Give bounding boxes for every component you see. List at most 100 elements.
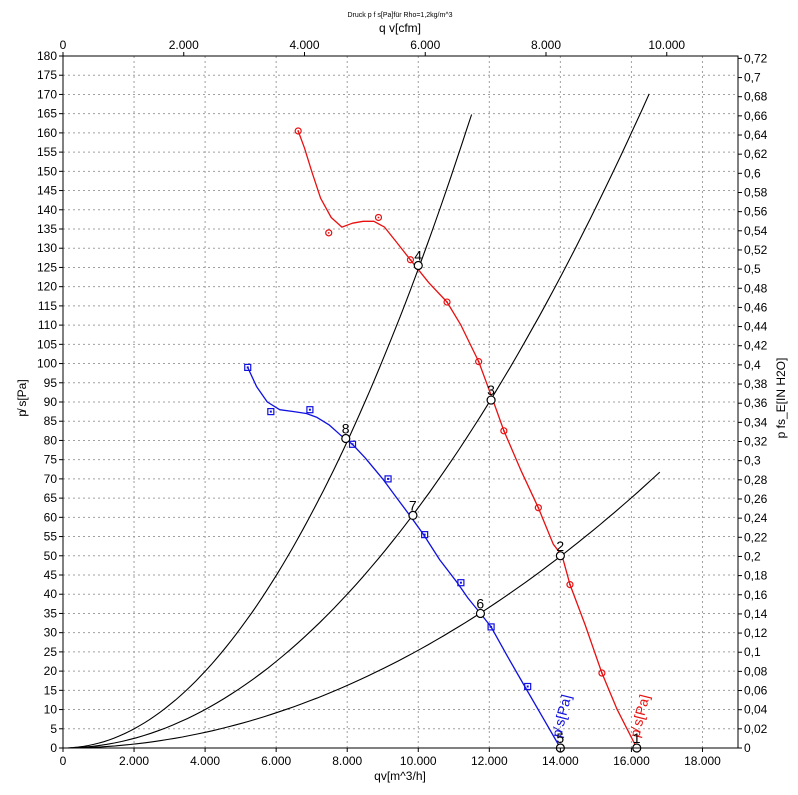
red-data-point-dot bbox=[537, 506, 540, 509]
operating-point-label-7: 7 bbox=[409, 497, 417, 513]
y-tick-label: 175 bbox=[37, 68, 57, 82]
y-tick-label: 140 bbox=[37, 203, 57, 217]
y-tick-label: 130 bbox=[37, 241, 57, 255]
red-data-point-dot bbox=[377, 216, 380, 219]
blue-data-point-dot bbox=[269, 410, 272, 413]
red-data-point bbox=[598, 669, 606, 677]
operating-point-label-3: 3 bbox=[487, 382, 495, 398]
bottom-axis-title: qv[m^3/h] bbox=[374, 769, 426, 783]
red-data-point bbox=[406, 256, 415, 264]
y2-tick-label: 0,66 bbox=[744, 109, 768, 123]
y2-tick-label: 0,32 bbox=[744, 435, 768, 449]
y-tick-label: 25 bbox=[44, 645, 58, 659]
operating-point-3 bbox=[486, 395, 496, 405]
y-tick-label: 75 bbox=[44, 453, 58, 467]
y2-tick-label: 0,56 bbox=[744, 205, 768, 219]
operating-point-label-6: 6 bbox=[476, 595, 484, 611]
y2-tick-label: 0,42 bbox=[744, 339, 768, 353]
y-tick-label: 50 bbox=[44, 549, 58, 563]
x-tick-label: 6.000 bbox=[261, 754, 291, 768]
blue-data-point-dot bbox=[246, 366, 249, 369]
red-data-point bbox=[500, 427, 508, 435]
y-tick-label: 35 bbox=[44, 606, 58, 620]
y2-tick-label: 0,58 bbox=[744, 185, 768, 199]
x2-tick-label: 0 bbox=[60, 38, 67, 52]
x2-tick-label: 6.000 bbox=[410, 38, 440, 52]
y-tick-label: 135 bbox=[37, 222, 57, 236]
red-data-point-dot bbox=[327, 231, 330, 234]
red-data-point bbox=[443, 298, 451, 306]
y-tick-label: 95 bbox=[44, 376, 58, 390]
red-data-point bbox=[475, 358, 483, 366]
y2-tick-label: 0,46 bbox=[744, 300, 768, 314]
blue-data-point-dot bbox=[423, 533, 426, 536]
y2-tick-label: 0,28 bbox=[744, 473, 768, 487]
y2-tick-label: 0,16 bbox=[744, 588, 768, 602]
y-tick-label: 160 bbox=[37, 126, 57, 140]
blue-data-point-dot bbox=[526, 685, 529, 688]
blue-data-point-dot bbox=[387, 477, 390, 480]
blue-data-point bbox=[487, 623, 495, 631]
y2-tick-label: 0,22 bbox=[744, 530, 768, 544]
red-data-point bbox=[566, 581, 574, 589]
red-data-point bbox=[534, 504, 542, 512]
axes: 0 2.000 4.000 6.000 8.000 10.000 12.000 14.000 1… bbox=[37, 38, 768, 768]
operating-point-label-8: 8 bbox=[342, 421, 350, 437]
x-tick-label: 0 bbox=[60, 754, 67, 768]
y2-tick-label: 0,5 bbox=[744, 262, 761, 276]
y2-tick-label: 0,04 bbox=[744, 703, 768, 717]
system-curve-1 bbox=[62, 114, 473, 749]
blue-data-point bbox=[524, 682, 532, 691]
grid bbox=[63, 55, 738, 748]
x-tick-label: 16.000 bbox=[613, 754, 650, 768]
y2-tick-label: 0,18 bbox=[744, 569, 768, 583]
y2-tick-label: 0,36 bbox=[744, 396, 768, 410]
y2-tick-label: 0,1 bbox=[744, 645, 761, 659]
red-data-point-dot bbox=[409, 258, 412, 261]
y-tick-label: 5 bbox=[50, 722, 57, 736]
blue-data-point bbox=[267, 408, 275, 416]
y2-tick-label: 0,6 bbox=[744, 166, 761, 180]
y-tick-label: 150 bbox=[37, 164, 57, 178]
y-tick-label: 125 bbox=[37, 260, 57, 274]
y2-tick-label: 0,24 bbox=[744, 511, 768, 525]
blue-data-point bbox=[244, 363, 252, 371]
y-tick-label: 0 bbox=[50, 741, 57, 755]
blue-data-point bbox=[421, 531, 429, 539]
operating-point-2 bbox=[555, 551, 565, 561]
blue-data-point-dot bbox=[351, 443, 354, 446]
y-tick-label: 20 bbox=[44, 664, 58, 678]
y-tick-label: 70 bbox=[44, 472, 58, 486]
y-tick-label: 145 bbox=[37, 184, 57, 198]
operating-point-label-2: 2 bbox=[556, 538, 564, 554]
y-tick-label: 100 bbox=[37, 357, 57, 371]
operating-point-8 bbox=[341, 433, 351, 444]
y2-tick-label: 0,02 bbox=[744, 722, 768, 736]
y2-tick-label: 0,34 bbox=[744, 415, 768, 429]
y2-tick-label: 0,14 bbox=[744, 607, 768, 621]
y-tick-label: 155 bbox=[37, 145, 57, 159]
y2-tick-label: 0,12 bbox=[744, 626, 768, 640]
blue-data-point bbox=[348, 440, 357, 448]
x-tick-label: 8.000 bbox=[332, 754, 362, 768]
red-data-point bbox=[374, 213, 383, 222]
y2-tick-label: 0,44 bbox=[744, 320, 768, 334]
blue-data-point-dot bbox=[490, 625, 493, 628]
red-data-point-dot bbox=[502, 429, 505, 432]
y2-tick-label: 0,7 bbox=[744, 71, 761, 85]
y-tick-label: 60 bbox=[44, 510, 58, 524]
y-tick-label: 30 bbox=[44, 626, 58, 640]
y2-tick-label: 0,52 bbox=[744, 243, 768, 257]
y-tick-label: 80 bbox=[44, 433, 58, 447]
blue-fan-curve bbox=[247, 367, 561, 749]
y2-tick-label: 0,72 bbox=[744, 51, 768, 65]
y2-tick-label: 0,4 bbox=[744, 358, 761, 372]
x-tick-label: 4.000 bbox=[190, 754, 220, 768]
y2-tick-label: 0,68 bbox=[744, 90, 768, 104]
operating-point-label-1: 1 bbox=[633, 730, 641, 746]
blue-data-point bbox=[306, 406, 314, 414]
left-axis-title: p̸ s[Pa] bbox=[15, 379, 29, 416]
x2-tick-label: 2.000 bbox=[169, 38, 199, 52]
operating-point-label-5: 5 bbox=[556, 730, 564, 746]
